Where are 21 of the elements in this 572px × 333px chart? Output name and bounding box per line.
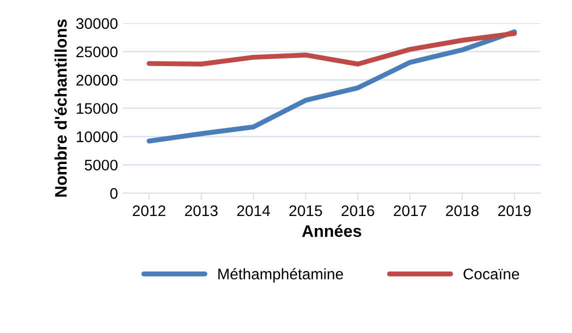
y-tick-label: 15000 [76,103,118,114]
x-tick-label: 2015 [289,205,322,216]
x-tick-label: 2019 [498,205,531,216]
x-tick-label: 2014 [237,205,270,216]
line-series [146,31,517,66]
x-tick-label: 2016 [342,205,374,216]
y-tick-label: 20000 [76,74,118,86]
y-tick-label: 0 [110,188,118,199]
x-tick-label: 2017 [394,205,426,216]
y-tick-label: 5000 [84,160,118,171]
x-axis-title: Années [302,224,362,237]
y-tick-label: 30000 [76,18,118,29]
legend-label: Méthamphétamine [218,268,343,282]
x-tick-label: 2018 [446,205,479,216]
legend-label: Cocaïne [464,268,520,280]
line-series [146,29,517,144]
y-axis-title: Nombre d'échantillons [54,19,67,197]
x-tick-label: 2012 [132,205,166,216]
y-tick-label: 10000 [76,131,118,142]
y-tick-label: 25000 [76,46,118,58]
x-tick-label: 2013 [185,205,218,216]
